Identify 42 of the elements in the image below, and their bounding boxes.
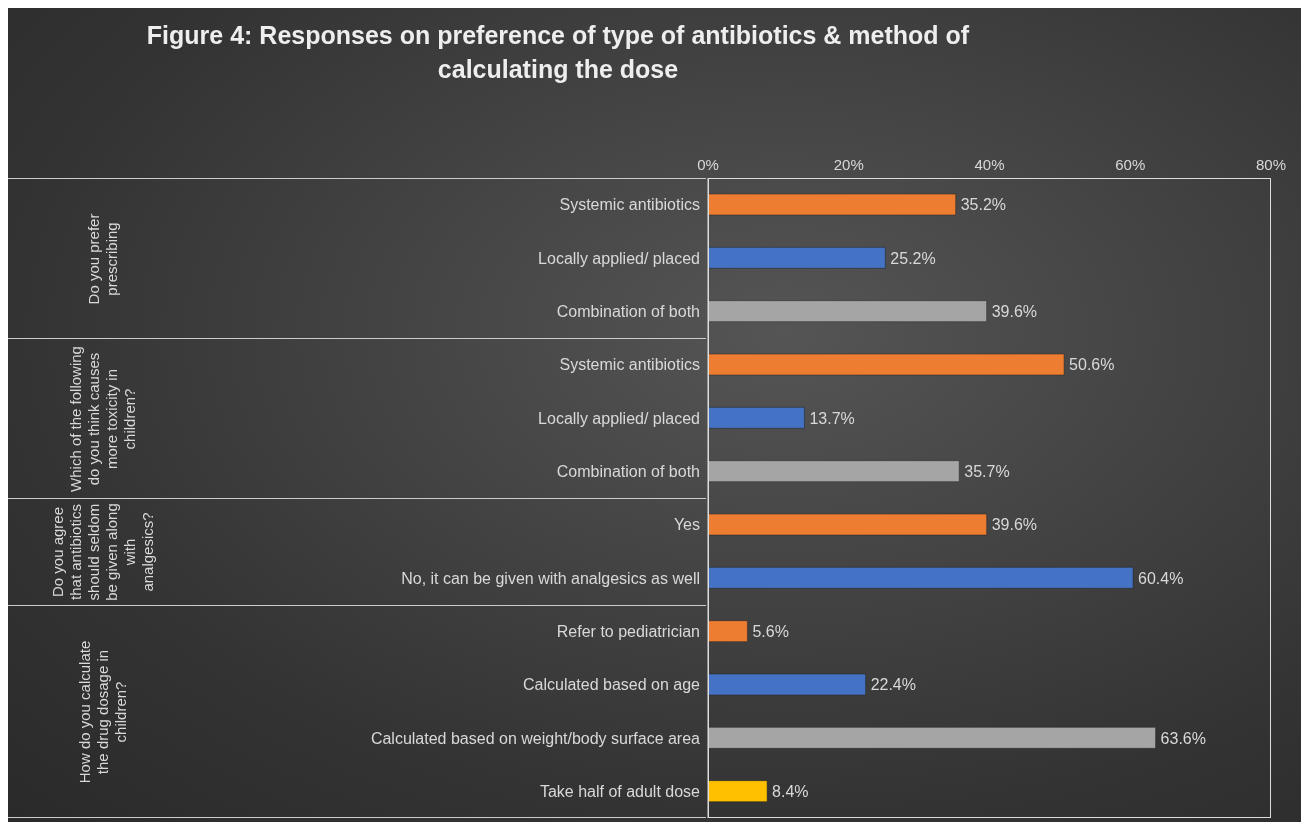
- x-tick-label: 40%: [974, 156, 1005, 173]
- data-label: 60.4%: [1138, 569, 1184, 587]
- x-tick-label: 80%: [1255, 156, 1287, 173]
- data-label: 35.7%: [964, 462, 1010, 480]
- bar: [708, 460, 960, 482]
- y-tick-label: Calculated based on age: [522, 676, 701, 694]
- bar: [708, 193, 956, 216]
- bar: [708, 353, 1065, 376]
- data-label: 39.6%: [991, 516, 1038, 534]
- bar: [708, 620, 748, 642]
- data-label: 39.6%: [991, 302, 1038, 320]
- data-label: 35.2%: [960, 196, 1007, 214]
- bar: [708, 673, 866, 696]
- y-tick-label: Systemic antibiotics: [559, 196, 700, 214]
- data-label: 13.7%: [809, 409, 855, 427]
- data-label: 25.2%: [890, 249, 936, 267]
- bar: [708, 780, 768, 802]
- y-tick-label: Locally applied/ placed: [538, 409, 700, 427]
- y-tick-label: No, it can be given with analgesics as well: [401, 569, 700, 587]
- bar: [708, 247, 886, 269]
- y-tick-label: Locally applied/ placed: [538, 249, 700, 267]
- y-tick-label: Calculated based on weight/body surface area: [370, 729, 701, 747]
- data-label: 50.6%: [1069, 356, 1115, 374]
- bar: [708, 300, 987, 322]
- y-tick-label: Combination of both: [556, 463, 700, 481]
- y-tick-label: Refer to pediatrician: [556, 623, 700, 641]
- data-label: 63.6%: [1160, 729, 1206, 747]
- y-tick-label: Yes: [673, 516, 700, 534]
- y-tick-label: Combination of both: [556, 303, 700, 321]
- x-tick-label: 20%: [833, 156, 864, 173]
- x-tick-label: 0%: [697, 156, 719, 173]
- data-label: 22.4%: [870, 676, 917, 694]
- bar: [708, 567, 1134, 589]
- bar: [708, 407, 805, 429]
- y-tick-label: Systemic antibiotics: [559, 356, 700, 374]
- data-label: 8.4%: [772, 782, 809, 800]
- y-tick-label: Take half of adult dose: [539, 783, 701, 801]
- x-tick-label: 60%: [1115, 156, 1146, 173]
- chart-title: Figure 4: Responses on preference of type of antibiotics & method of calculating the dose: [145, 20, 971, 85]
- bar: [708, 513, 987, 536]
- data-label: 5.6%: [752, 622, 789, 640]
- bar: [708, 727, 1156, 749]
